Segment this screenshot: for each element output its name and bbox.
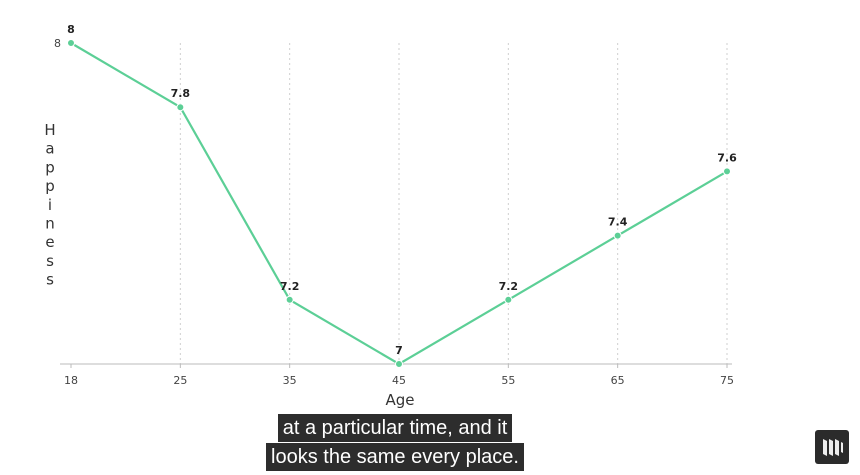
caption-line-2: looks the same every place.	[266, 443, 524, 471]
x-tick-label-45: 45	[392, 374, 406, 387]
data-point-35	[285, 295, 294, 304]
y-axis-label-letter: e	[45, 233, 54, 251]
y-axis-label-letter: s	[46, 252, 54, 270]
data-label-65: 7.4	[608, 216, 628, 229]
grid-lines	[179, 43, 728, 364]
subtitle-captions: at a particular time, and it looks the s…	[0, 414, 790, 472]
data-point-65	[613, 231, 622, 240]
data-point-18	[67, 39, 75, 47]
data-labels: 8 7.8 7.2 7 7.2 7.4 7.6	[67, 23, 737, 357]
watermark-logo-icon	[815, 430, 849, 464]
y-axis-label-letter: s	[46, 271, 54, 289]
data-point-75	[723, 167, 731, 176]
data-label-35: 7.2	[280, 280, 300, 293]
x-tick-label-18: 18	[64, 374, 78, 387]
data-label-45: 7	[395, 344, 403, 357]
y-tick-label-8: 8	[54, 37, 61, 50]
data-point-25	[176, 103, 185, 112]
data-label-18: 8	[67, 23, 75, 36]
x-tick-label-65: 65	[611, 374, 625, 387]
data-label-25: 7.8	[171, 87, 191, 100]
x-axis-label: Age	[385, 391, 414, 409]
data-label-55: 7.2	[499, 280, 519, 293]
y-axis-label-letter: i	[48, 196, 52, 214]
y-axis-label-letter: a	[45, 140, 54, 158]
y-axis-label-letter: p	[45, 177, 55, 195]
x-tick-label-75: 75	[720, 374, 734, 387]
data-point-55	[504, 295, 513, 304]
data-label-75: 7.6	[717, 151, 737, 164]
x-axis-ticks: 18 25 35 45 55 65 75	[64, 364, 734, 387]
y-axis-label-letter: p	[45, 158, 55, 176]
caption-line-1: at a particular time, and it	[277, 414, 513, 442]
y-axis-ticks: 8	[54, 37, 61, 50]
x-tick-label-55: 55	[501, 374, 515, 387]
y-axis-label-letter: H	[44, 121, 55, 139]
data-points	[67, 39, 731, 368]
y-axis-label-letter: n	[45, 215, 55, 233]
x-tick-label-25: 25	[173, 374, 187, 387]
x-tick-label-35: 35	[283, 374, 297, 387]
data-point-45	[395, 360, 403, 368]
